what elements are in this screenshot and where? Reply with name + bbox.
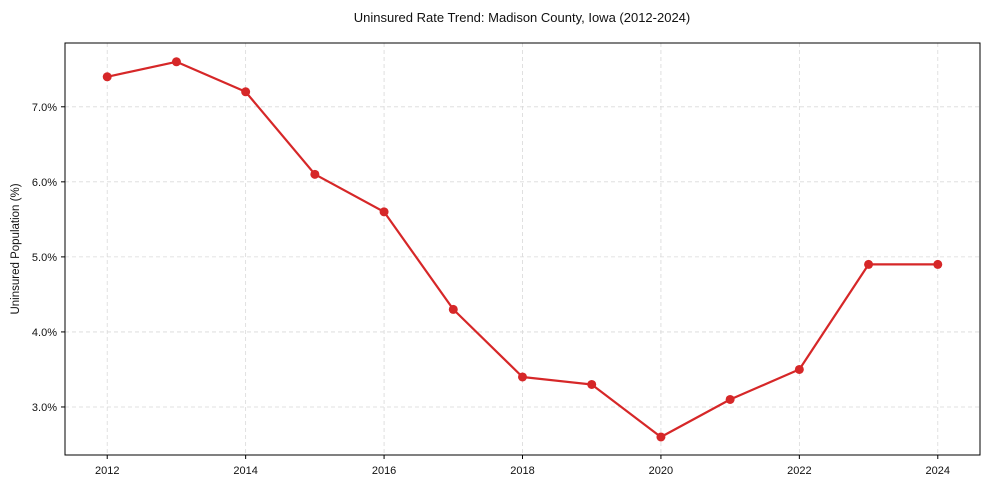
y-tick-label: 7.0%	[32, 102, 57, 114]
y-tick-label: 5.0%	[32, 252, 57, 264]
data-point-marker	[102, 72, 112, 82]
data-point-marker	[448, 304, 458, 314]
chart-title: Uninsured Rate Trend: Madison County, Io…	[354, 10, 691, 25]
data-point-marker	[933, 259, 943, 269]
data-series	[102, 57, 943, 442]
x-tick-label: 2012	[95, 465, 119, 477]
data-point-marker	[656, 432, 666, 442]
x-tick-label: 2016	[372, 465, 396, 477]
x-axis-ticks: 2012 2014 2016 2018 2020 2022 2024	[95, 455, 950, 477]
y-axis-label: Uninsured Population (%)	[10, 183, 22, 314]
grid-lines	[65, 43, 980, 455]
data-point-marker	[794, 364, 804, 374]
data-point-marker	[725, 394, 735, 404]
y-tick-label: 3.0%	[32, 402, 57, 414]
y-tick-label: 6.0%	[32, 177, 57, 189]
x-tick-label: 2022	[787, 465, 811, 477]
data-point-marker	[310, 169, 320, 179]
x-tick-label: 2014	[233, 465, 257, 477]
y-tick-label: 4.0%	[32, 327, 57, 339]
data-point-marker	[379, 207, 389, 217]
x-tick-label: 2020	[649, 465, 673, 477]
data-point-marker	[864, 259, 874, 269]
data-point-marker	[518, 372, 527, 382]
x-tick-label: 2024	[926, 465, 950, 477]
x-tick-label: 2018	[510, 465, 534, 477]
data-point-marker	[241, 87, 251, 97]
y-axis-ticks: 3.0% 4.0% 5.0% 6.0% 7.0%	[32, 102, 65, 414]
data-point-marker	[171, 57, 181, 67]
data-point-marker	[587, 379, 597, 389]
